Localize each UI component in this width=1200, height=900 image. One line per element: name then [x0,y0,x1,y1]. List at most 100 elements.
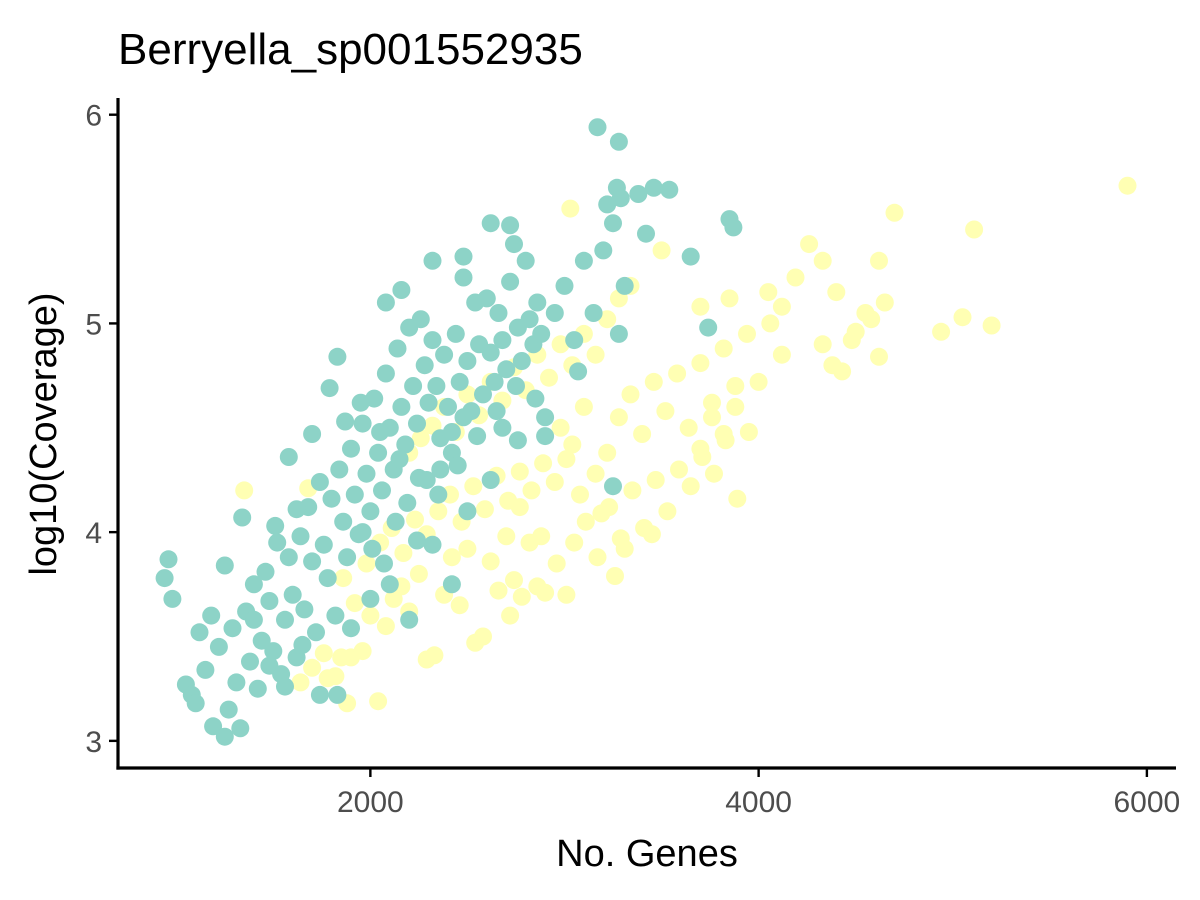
data-point [159,550,178,569]
data-point [637,224,655,243]
data-point [875,293,894,312]
data-point [190,623,209,642]
data-point [303,425,322,443]
data-point [260,656,279,675]
data-point [248,679,267,698]
data-point [336,412,355,431]
data-point [458,352,477,370]
data-point [739,423,758,441]
data-point [219,700,238,719]
data-point [314,535,333,554]
data-point [439,397,457,416]
data-point [423,331,442,350]
data-point [598,443,617,462]
data-point [982,316,1001,335]
data-point [320,379,339,398]
data-point [204,717,223,736]
data-point [522,481,541,500]
data-point [862,310,881,329]
data-point [244,610,263,629]
data-point [728,489,747,508]
data-point [772,297,791,316]
y-tick-label: 6 [85,100,102,133]
data-point [291,527,310,546]
data-point [435,345,454,364]
data-point [357,464,376,483]
data-point [629,185,648,203]
data-point [394,544,413,562]
data-point [264,642,283,661]
data-point [252,631,271,650]
data-point [846,322,865,341]
data-point [658,502,677,521]
data-point [396,435,415,454]
data-point [429,502,448,521]
data-point [227,673,246,692]
data-point [303,658,322,677]
x-axis-ticks: 2000 4000 6000 [337,768,1180,819]
data-point [342,439,360,458]
data-point [493,331,512,350]
data-point [598,310,617,329]
data-point [388,339,407,358]
data-point [691,297,710,316]
data-point [761,314,780,333]
data-point [423,535,442,554]
data-point [642,525,661,544]
data-point [477,289,496,308]
data-point [489,304,508,322]
data-point [458,539,477,558]
data-point [342,619,360,638]
data-point [454,268,473,287]
data-point [310,685,329,704]
data-point [241,652,259,671]
data-point [576,512,595,531]
data-point [652,241,671,260]
data-point [400,610,419,629]
data-point [260,592,279,610]
data-point [361,606,380,625]
data-point [287,500,306,519]
data-point [738,324,756,343]
data-point [283,585,302,604]
data-point [588,118,607,137]
data-point [586,345,605,364]
data-point [415,356,434,375]
data-point [268,533,287,552]
data-point [786,268,805,287]
data-point [609,324,628,343]
data-point [468,427,487,446]
data-point [703,393,721,412]
data-point [547,554,566,573]
data-point [334,512,353,531]
data-point [398,493,417,512]
data-point [353,523,372,542]
data-point [644,178,663,197]
data-point [244,575,263,594]
data-point [561,199,580,218]
data-point [932,322,951,341]
data-point [724,218,743,237]
data-point [953,308,972,327]
data-point [446,324,465,343]
chart-title: Berryella_sp001552935 [118,25,583,74]
data-point [615,539,634,558]
data-point [1118,176,1137,195]
data-point [588,548,607,567]
data-point [512,352,531,370]
data-point [749,372,768,391]
data-point [442,423,461,441]
y-axis-ticks: 3 4 5 6 [85,100,118,759]
data-point [375,554,393,573]
data-point [586,464,605,483]
data-point [209,637,228,656]
points-layer [155,118,1137,746]
data-point [431,460,450,479]
data-point [574,251,593,270]
data-point [565,533,584,552]
data-point [163,589,182,608]
x-tick-label: 2000 [337,786,404,819]
data-point [681,247,700,266]
x-tick-label: 4000 [725,786,792,819]
data-point [380,575,399,594]
